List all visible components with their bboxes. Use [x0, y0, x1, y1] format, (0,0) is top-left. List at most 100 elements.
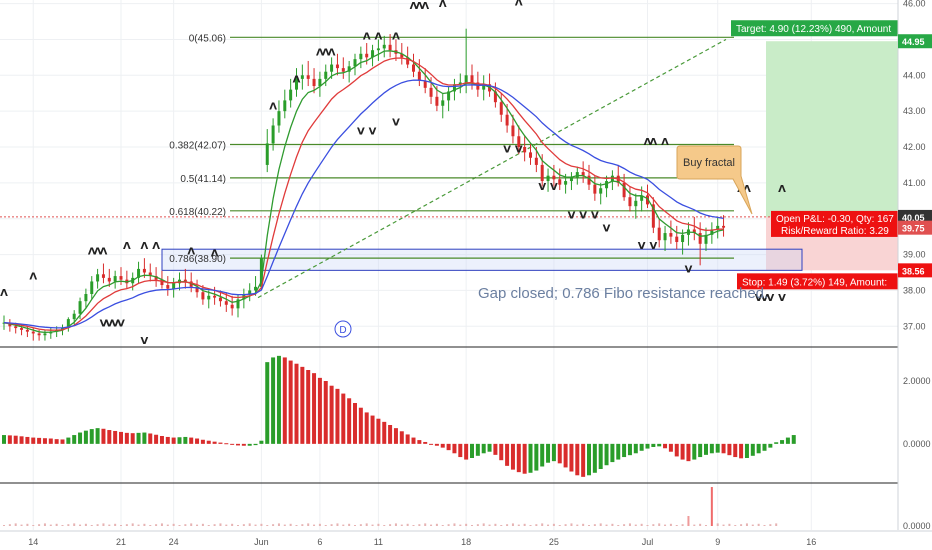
candle-body — [657, 227, 661, 241]
oscillator-bar — [189, 437, 194, 444]
volume-bar — [722, 524, 725, 526]
volume-bar — [383, 525, 386, 526]
up-fractal-icon: Λ — [293, 74, 301, 85]
volume-bar — [90, 525, 93, 526]
oscillator-tick-label: 2.0000 — [903, 376, 931, 386]
ema-lines — [3, 50, 724, 334]
volume-bar — [20, 524, 23, 526]
oscillator-bar — [645, 443, 650, 449]
volume-bar — [406, 523, 409, 526]
oscillator-bar — [399, 431, 404, 444]
volume-bar — [681, 524, 684, 526]
volume-bar — [441, 525, 444, 526]
oscillator-pane — [0, 346, 932, 477]
oscillator-bar — [294, 363, 299, 444]
volume-bar — [207, 525, 210, 526]
volume-bar — [260, 523, 263, 526]
volume-bar — [751, 524, 754, 526]
candle-body — [499, 102, 503, 115]
oscillator-bar — [774, 442, 779, 444]
volume-bar — [775, 523, 778, 526]
candle-body — [101, 274, 105, 278]
oscillator-bar — [148, 433, 153, 444]
volume-bar — [705, 525, 707, 526]
up-fractal-icon: Λ — [375, 31, 383, 42]
candle-body — [78, 301, 82, 314]
volume-bar — [763, 525, 766, 526]
up-fractal-icon: Λ — [410, 1, 418, 12]
up-fractal-icon: Λ — [363, 31, 371, 42]
candle-body — [493, 91, 497, 103]
oscillator-bar — [487, 443, 492, 452]
candle-body — [324, 71, 328, 79]
volume-bar — [605, 524, 608, 526]
oscillator-bar — [154, 434, 159, 444]
oscillator-bar — [411, 437, 416, 444]
candle-body — [388, 44, 392, 51]
oscillator-bar — [329, 385, 334, 444]
volume-bar — [342, 524, 345, 526]
oscillator-bar — [651, 443, 656, 447]
candle-body — [300, 75, 304, 79]
oscillator-bar — [230, 443, 235, 445]
up-fractal-icon: Λ — [661, 137, 669, 148]
volume-bar — [143, 523, 146, 526]
volume-bar — [324, 525, 327, 526]
stop-price-tag: 38.56 — [902, 266, 925, 276]
volume-bar — [96, 524, 99, 526]
time-tick-label: 18 — [461, 537, 471, 547]
oscillator-bar — [142, 432, 147, 444]
oscillator-bar — [247, 443, 252, 446]
candle-body — [447, 91, 451, 101]
oscillator-bar — [37, 437, 42, 444]
candle-body — [376, 48, 380, 51]
candle-body — [511, 125, 515, 137]
candle-body — [201, 292, 205, 300]
price-tick-label: 42.00 — [903, 142, 926, 152]
volume-bar — [149, 525, 152, 526]
volume-bar — [190, 523, 193, 526]
time-tick-label: 16 — [806, 537, 816, 547]
candle-body — [663, 233, 667, 241]
up-fractal-icon: Λ — [649, 137, 657, 148]
oscillator-bar — [206, 440, 211, 444]
volume-bar — [394, 523, 397, 526]
up-fractal-icon: Λ — [0, 288, 8, 299]
oscillator-bar — [165, 436, 170, 444]
up-fractal-icon: Λ — [316, 48, 324, 59]
oscillator-bar — [458, 443, 463, 458]
up-fractal-icon: Λ — [392, 31, 400, 42]
candle-body — [84, 294, 88, 302]
volume-bar — [377, 523, 380, 526]
oscillator-bar — [721, 443, 726, 454]
oscillator-bar — [107, 430, 112, 444]
oscillator-bar — [510, 443, 515, 470]
oscillator-bar — [639, 443, 644, 451]
fractals: ΛΛΛΛΛΛΛΛΛΛΛΛΛΛΛΛΛΛΛΛΛΛΛΛΛΛΛΛΛΛVVVVVVVVVV… — [0, 0, 786, 347]
candle-body — [382, 44, 386, 49]
oscillator-bar — [236, 443, 240, 446]
up-fractal-icon: Λ — [415, 1, 423, 12]
down-fractal-icon: V — [685, 264, 693, 275]
fib-level-label: 0(45.06) — [189, 33, 226, 44]
candle-body — [230, 304, 234, 309]
candle-body — [400, 53, 404, 58]
oscillator-bar — [581, 443, 586, 477]
oscillator-bar — [341, 393, 346, 444]
candle-body — [189, 281, 193, 287]
down-fractal-icon: V — [766, 293, 774, 304]
candle-body — [452, 84, 456, 92]
up-fractal-icon: Λ — [187, 247, 195, 258]
candle-body — [271, 125, 275, 144]
candle-body — [517, 136, 521, 148]
candle-body — [593, 184, 597, 194]
volume-bar — [734, 525, 737, 526]
up-fractal-icon: Λ — [644, 137, 652, 148]
candle-body — [417, 71, 421, 81]
candle-body — [435, 96, 439, 106]
volume-bar — [14, 523, 17, 526]
volume-bar — [359, 524, 362, 526]
candle-body — [622, 182, 626, 198]
